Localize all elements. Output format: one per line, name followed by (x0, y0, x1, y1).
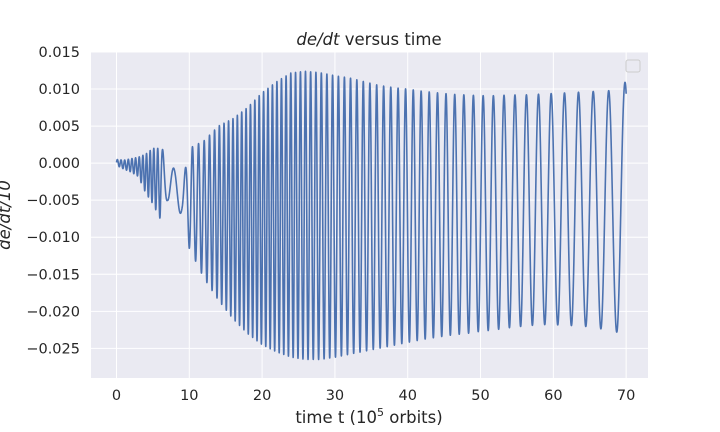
x-axis-label: time t (105 orbits) (295, 406, 442, 427)
x-axis-label-main: time t (10 (295, 408, 377, 427)
y-tick-label: 0.015 (38, 45, 80, 61)
x-tick-label: 40 (398, 388, 416, 404)
y-tick-label: 0.000 (38, 156, 80, 172)
chart-title-rest: versus time (340, 30, 442, 49)
y-tick-label: −0.005 (26, 193, 80, 209)
x-tick-label: 10 (180, 388, 198, 404)
y-tick-label: −0.020 (26, 304, 80, 320)
y-axis-label: de/dt/10 (0, 180, 14, 250)
x-axis-label-exponent: 5 (377, 406, 384, 419)
x-tick-label: 0 (112, 388, 121, 404)
chart-title: de/dt versus time (296, 30, 441, 49)
x-tick-label: 70 (617, 388, 635, 404)
y-tick-label: 0.010 (38, 82, 80, 98)
y-tick-label: −0.015 (26, 267, 80, 283)
x-tick-label: 30 (326, 388, 344, 404)
y-tick-label: −0.010 (26, 230, 80, 246)
y-axis-ticks: 0.015 0.010 0.005 0.000 −0.005 −0.010 −0.015 −0… (26, 45, 80, 357)
series-line (115, 70, 627, 361)
x-tick-label: 60 (544, 388, 562, 404)
chart-title-italic: de/dt (296, 30, 340, 49)
x-tick-label: 20 (253, 388, 271, 404)
y-tick-label: 0.005 (38, 119, 80, 135)
x-tick-label: 50 (471, 388, 489, 404)
x-axis-ticks: 0 10 20 30 40 50 60 70 (112, 388, 636, 404)
x-axis-label-tail: orbits) (384, 408, 443, 427)
legend-box (625, 59, 641, 73)
y-tick-label: −0.025 (26, 341, 80, 357)
